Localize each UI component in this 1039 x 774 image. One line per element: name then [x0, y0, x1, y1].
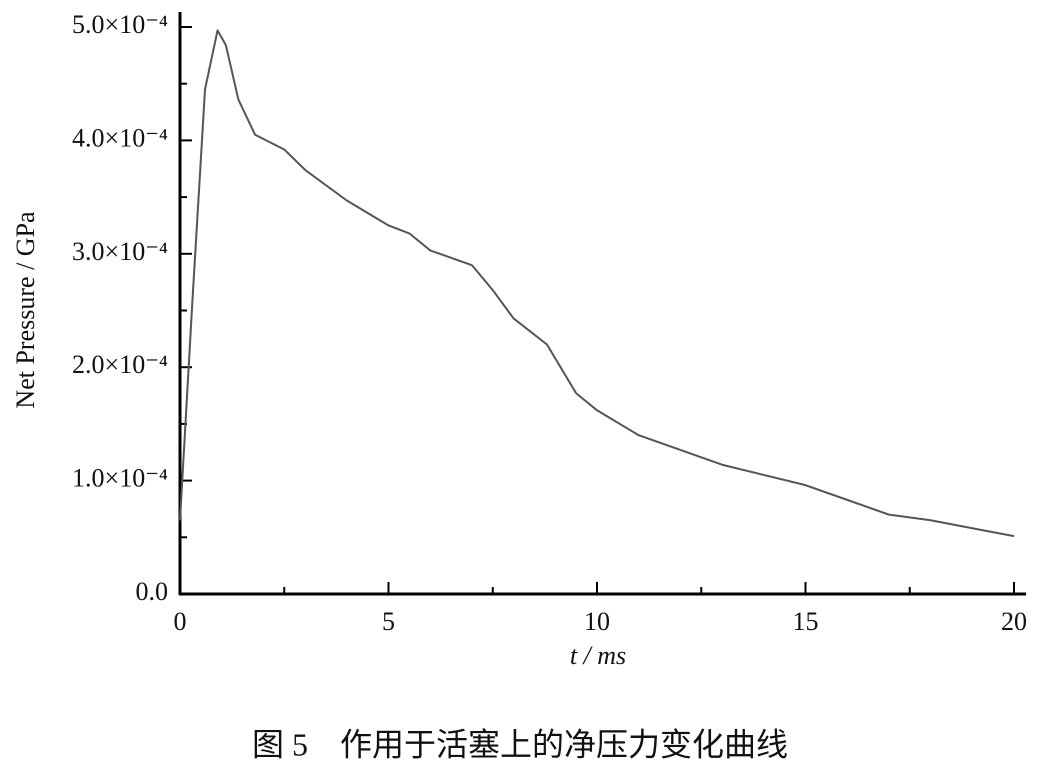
y-tick-label: 3.0×10⁻⁴: [72, 237, 168, 266]
y-axis-label: Net Pressure / GPa: [11, 211, 40, 409]
x-tick-label: 5: [382, 607, 395, 636]
x-tick-label: 15: [793, 607, 819, 636]
x-axis-label: t / ms: [570, 641, 626, 670]
x-tick-label: 20: [1001, 607, 1027, 636]
y-tick-label: 5.0×10⁻⁴: [72, 10, 168, 39]
y-tick-label: 0.0: [136, 577, 169, 606]
y-tick-label: 1.0×10⁻⁴: [72, 464, 168, 493]
y-tick-label: 4.0×10⁻⁴: [72, 123, 168, 152]
x-tick-label: 0: [174, 607, 187, 636]
y-tick-label: 2.0×10⁻⁴: [72, 350, 168, 379]
line-series: [179, 29, 1015, 538]
caption: 图 5 作用于活塞上的净压力变化曲线: [252, 726, 788, 762]
x-tick-label: 10: [584, 607, 610, 636]
